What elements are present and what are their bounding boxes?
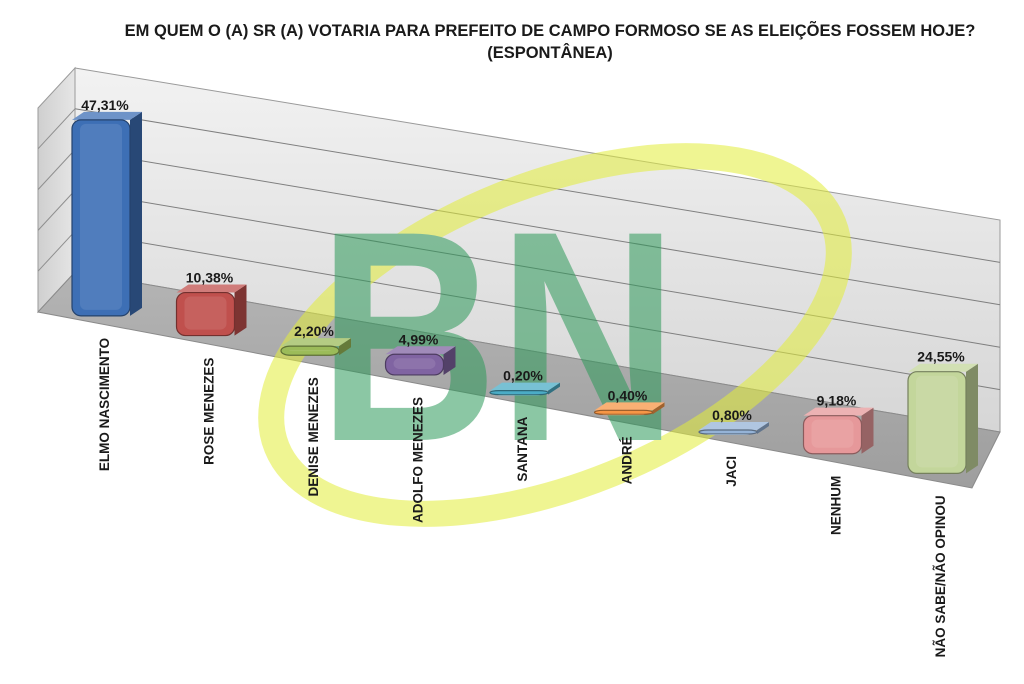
category-label: ANDRÉ [620, 436, 635, 484]
bar-side [757, 422, 769, 435]
bar-3 [280, 338, 351, 356]
category-label: NENHUM [829, 476, 844, 535]
gridline [74, 230, 1001, 391]
bar-1 [71, 111, 142, 317]
bar-highlight [498, 394, 540, 396]
bar-side [339, 338, 351, 356]
bar-side [966, 363, 978, 474]
watermark-letters: BN [318, 168, 678, 504]
category-label: DENISE MENEZES [306, 377, 321, 496]
bar-top [908, 363, 978, 372]
bar-top [803, 407, 874, 416]
bar-7 [698, 422, 769, 436]
data-label: 0,80% [712, 407, 752, 423]
bar-front [698, 429, 758, 435]
floor [37, 271, 1001, 489]
data-label: 4,99% [399, 331, 439, 347]
category-label: SANTANA [515, 416, 530, 481]
bar-top [490, 382, 560, 391]
chart-title: EM QUEM O (A) SR (A) VOTARIA PARA PREFEI… [124, 22, 976, 62]
bar-top [281, 338, 351, 347]
bar-4 [384, 346, 456, 376]
bar-side [861, 407, 874, 454]
data-label: 2,20% [294, 323, 334, 339]
data-label: 10,38% [186, 270, 234, 286]
data-label: 24,55% [917, 349, 965, 365]
side-gridline [37, 108, 76, 150]
bar-front [489, 390, 549, 396]
data-label: 0,20% [503, 368, 543, 384]
bar-side [443, 346, 456, 375]
bar-top [176, 284, 247, 293]
watermark-swoosh [258, 143, 852, 527]
category-label: NÃO SABE/NÃO OPINOU [933, 495, 948, 657]
bar-9 [907, 363, 978, 475]
side-gridline [37, 149, 76, 190]
side-gridline [37, 230, 76, 272]
bar-top [699, 422, 769, 431]
bar-front [593, 409, 654, 415]
bar-side [652, 402, 665, 415]
bar-highlight [184, 296, 227, 330]
bar-highlight [811, 419, 854, 448]
data-label: 0,40% [608, 387, 648, 403]
bar-side [548, 382, 560, 395]
bar-top [72, 111, 142, 120]
category-label: JACI [724, 456, 739, 487]
bar-highlight [707, 434, 749, 436]
bar-6 [593, 402, 665, 416]
category-label: ROSE MENEZES [202, 358, 217, 465]
bar-5 [489, 382, 560, 396]
side-gridline [37, 190, 76, 231]
category-label: ELMO NASCIMENTO [97, 338, 112, 471]
bar-top [385, 346, 456, 355]
category-label: ADOLFO MENEZES [411, 397, 426, 523]
bar-2 [175, 284, 247, 337]
gridline [74, 189, 1001, 348]
bar-8 [802, 407, 874, 455]
bar-top [594, 402, 665, 411]
bar-highlight [80, 123, 122, 310]
side-wall [37, 66, 76, 314]
bar-highlight [289, 350, 331, 352]
data-label: 9,18% [817, 393, 857, 409]
bn-watermark: BN [258, 143, 852, 527]
bar-side [130, 111, 142, 316]
bar-highlight [916, 375, 958, 468]
data-label: 47,31% [81, 97, 129, 113]
bar-highlight [393, 358, 436, 369]
bar-highlight [602, 414, 645, 416]
bar-side [234, 284, 247, 336]
